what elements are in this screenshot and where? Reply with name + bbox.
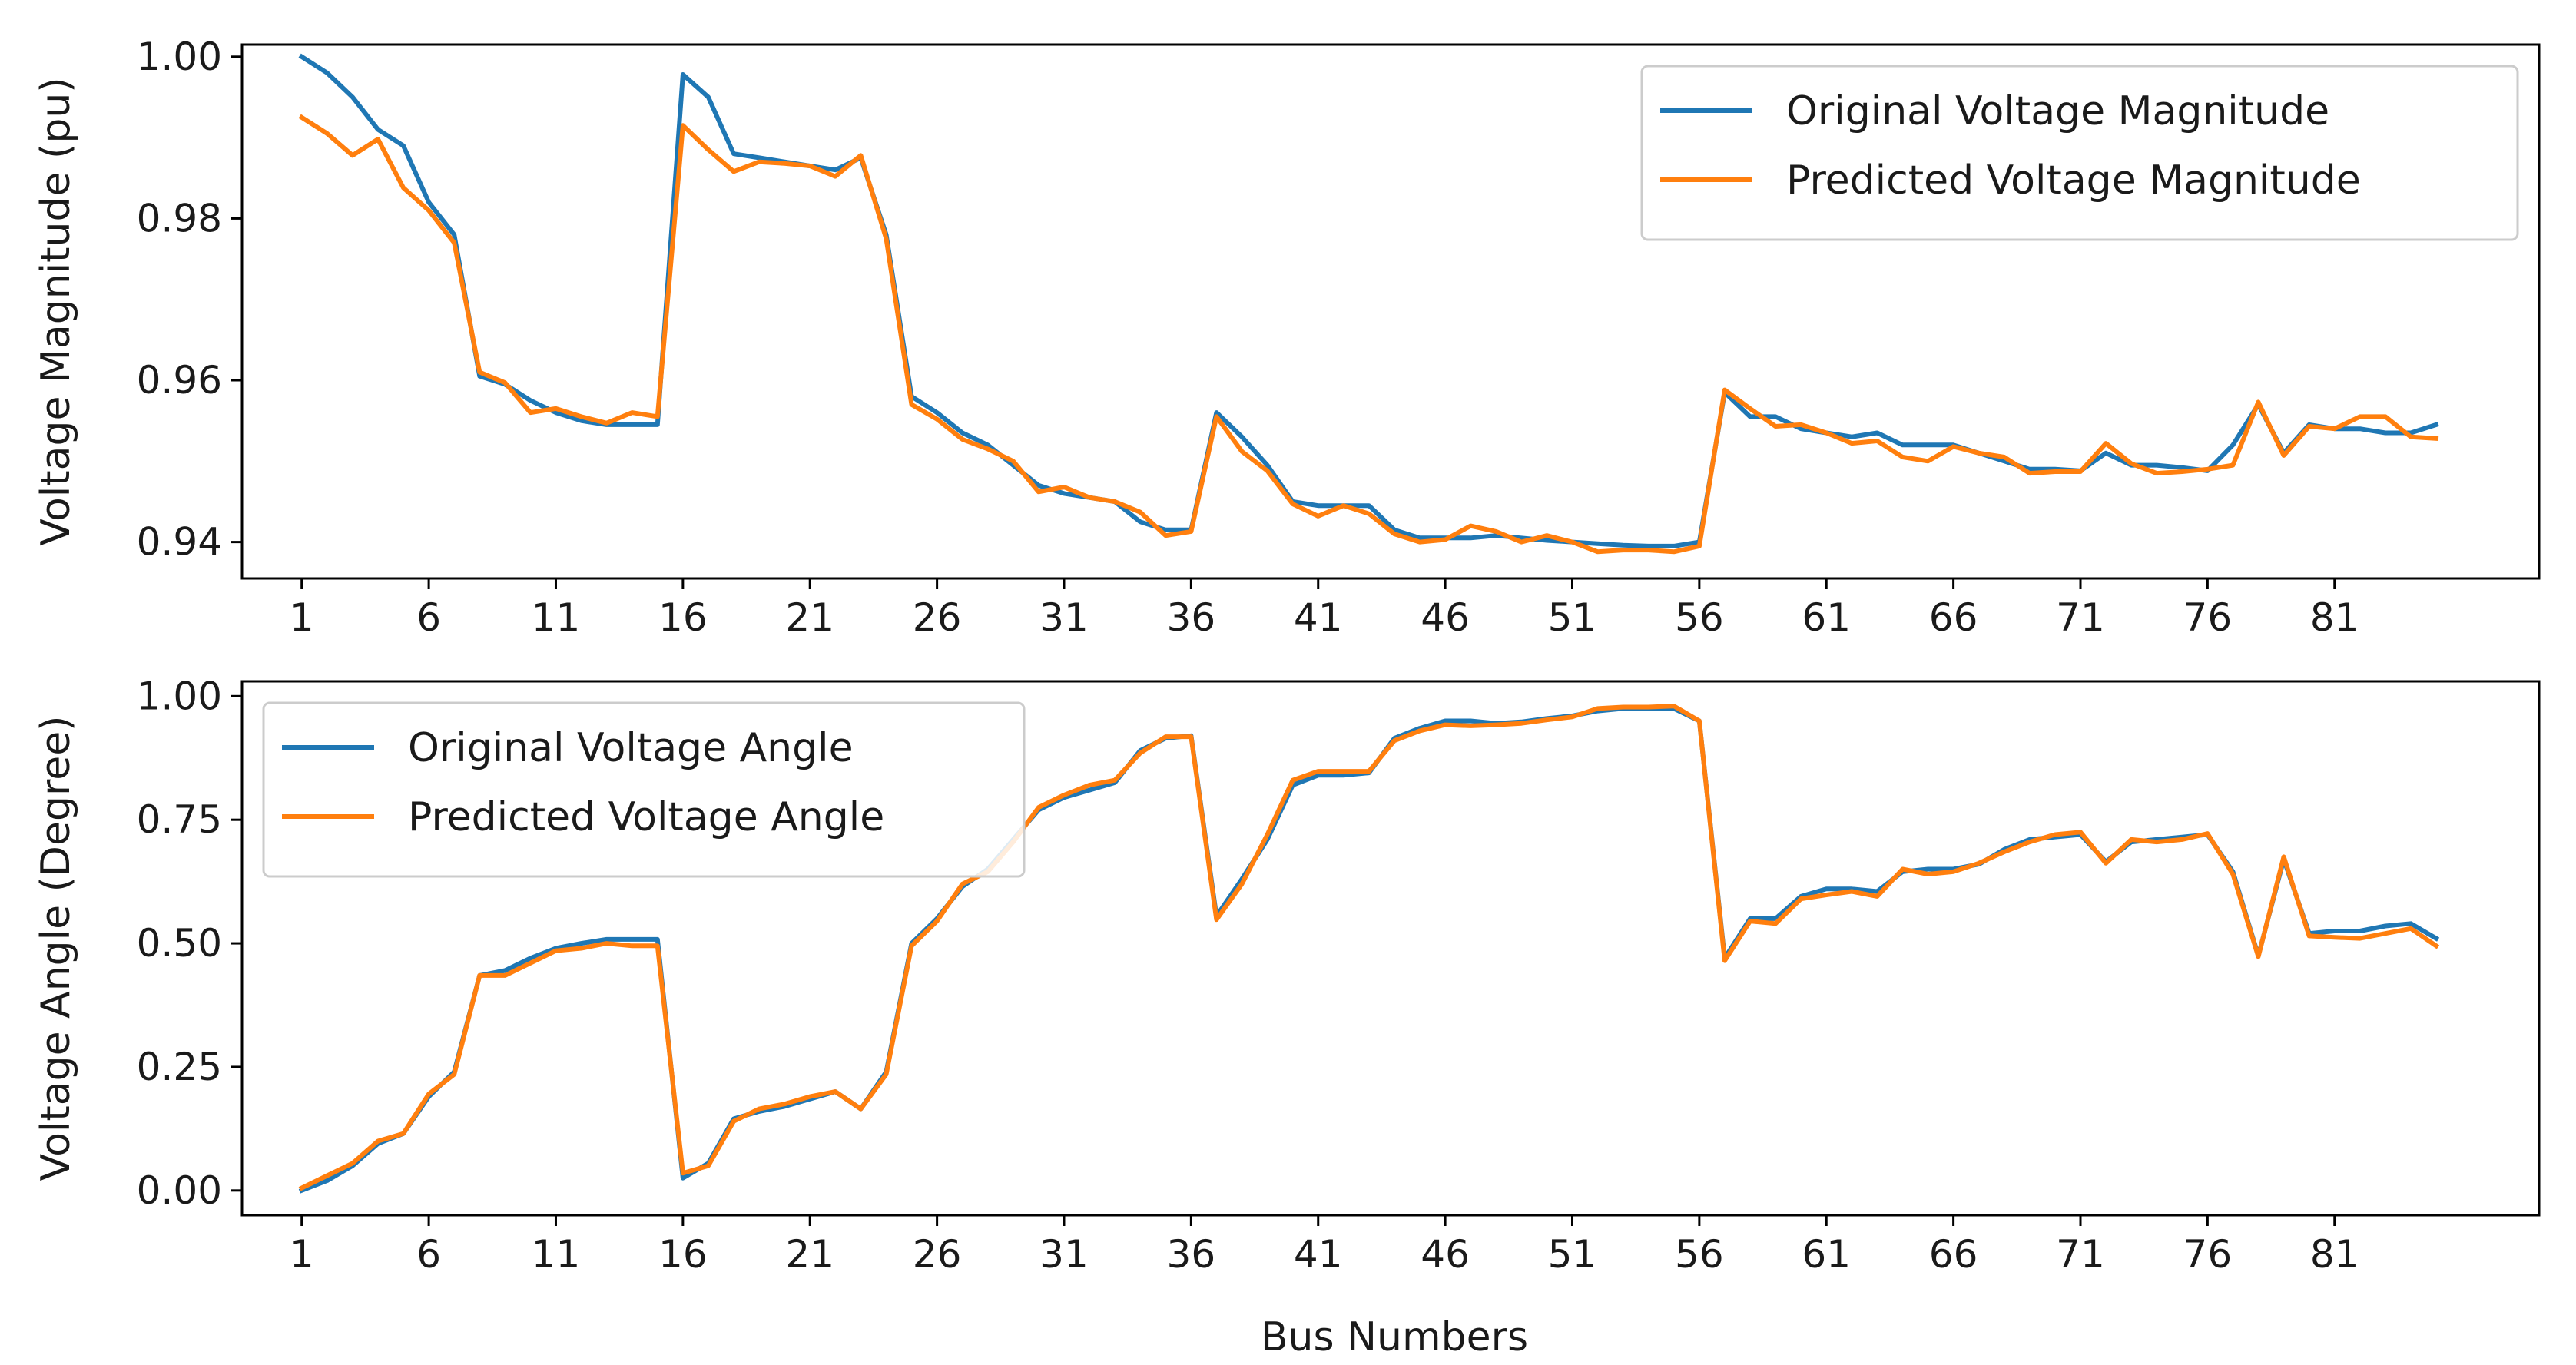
voltage-magnitude-x-tick-label: 71: [2056, 595, 2105, 640]
x-axis-label: Bus Numbers: [1261, 1314, 1528, 1360]
voltage-angle-axes-frame: [240, 680, 2541, 1217]
voltage-magnitude-x-tick-label: 11: [532, 595, 581, 640]
voltage-magnitude-lines: [298, 53, 2439, 555]
voltage-angle-x-tick-label: 36: [1167, 1232, 1216, 1277]
voltage-angle-series-predicted-line: [298, 704, 2440, 1191]
voltage-magnitude-panel: 1 6 11 16 21 26 31 36 41 46 51 56 61 66 71 76 81 0.940.9…: [33, 35, 2541, 640]
voltage-magnitude-series-predicted-line: [298, 114, 2439, 555]
voltage-angle-y-axis-label: Voltage Angle (Degree): [33, 716, 79, 1181]
voltage-magnitude-y-axis-label: Voltage Magnitude (pu): [33, 77, 79, 545]
voltage-magnitude-x-tick-label: 46: [1421, 595, 1470, 640]
voltage-angle-y-tick-label: 0.00: [137, 1168, 222, 1213]
voltage-magnitude-x-tick-label: 56: [1675, 595, 1724, 640]
voltage-angle-x-tick-label: 31: [1039, 1232, 1089, 1277]
voltage-magnitude-x-tick-label: 81: [2310, 595, 2359, 640]
voltage-magnitude-y-axis: 0.94 0.96 0.98 1.00: [137, 35, 242, 565]
voltage-angle-x-tick-label: 61: [1802, 1232, 1851, 1277]
voltage-angle-legend-original-label: Original Voltage Angle: [408, 725, 854, 771]
voltage-angle-y-tick-label: 0.75: [137, 797, 222, 842]
voltage-magnitude-x-tick-label: 6: [416, 595, 441, 640]
voltage-angle-x-tick-label: 41: [1294, 1232, 1343, 1277]
voltage-angle-y-tick-label: 1.00: [137, 674, 222, 718]
voltage-magnitude-x-tick-label: 61: [1802, 595, 1851, 640]
voltage-magnitude-legend-predicted-label: Predicted Voltage Magnitude: [1786, 157, 2361, 204]
voltage-magnitude-x-tick-label: 76: [2183, 595, 2233, 640]
voltage-magnitude-legend-original-label: Original Voltage Magnitude: [1786, 88, 2329, 134]
voltage-angle-x-tick-label: 71: [2056, 1232, 2105, 1277]
voltage-magnitude-legend-box: [1640, 65, 2519, 241]
voltage-angle-lines: [298, 704, 2440, 1194]
voltage-magnitude-x-tick-label: 16: [658, 595, 708, 640]
voltage-angle-x-tick-label: 21: [785, 1232, 834, 1277]
voltage-angle-x-tick-label: 1: [290, 1232, 314, 1277]
voltage-angle-x-tick-label: 46: [1421, 1232, 1470, 1277]
voltage-angle-legend-box: [262, 701, 1026, 878]
voltage-magnitude-axes-frame: [240, 43, 2541, 580]
voltage-angle-x-tick-label: 26: [913, 1232, 962, 1277]
voltage-angle-x-tick-label: 56: [1675, 1232, 1724, 1277]
voltage-angle-x-tick-label: 66: [1929, 1232, 1978, 1277]
voltage-magnitude-y-tick-label: 0.96: [137, 358, 222, 403]
voltage-magnitude-x-tick-label: 1: [290, 595, 314, 640]
voltage-angle-x-tick-label: 81: [2310, 1232, 2359, 1277]
voltage-angle-x-tick-label: 16: [658, 1232, 708, 1277]
voltage-angle-x-axis: 1 6 11 16 21 26 31 36 41 46 51 56 61 66 71 76 81: [290, 1215, 2359, 1277]
voltage-magnitude-x-tick-label: 26: [913, 595, 962, 640]
voltage-angle-panel: 1 6 11 16 21 26 31 36 41 46 51 56 61 66 71 76 81 0.000.2…: [33, 674, 2541, 1277]
voltage-angle-legend-predicted-label: Predicted Voltage Angle: [408, 794, 884, 840]
voltage-magnitude-x-tick-label: 66: [1929, 595, 1978, 640]
voltage-magnitude-x-tick-label: 36: [1167, 595, 1216, 640]
voltage-angle-y-tick-label: 0.25: [137, 1045, 222, 1089]
voltage-magnitude-y-tick-label: 0.94: [137, 520, 222, 565]
voltage-magnitude-x-tick-label: 41: [1294, 595, 1343, 640]
voltage-angle-x-tick-label: 51: [1548, 1232, 1597, 1277]
voltage-angle-x-tick-label: 76: [2183, 1232, 2233, 1277]
voltage-magnitude-y-tick-label: 1.00: [137, 35, 222, 79]
voltage-angle-y-axis: 0.00 0.25 0.50 0.75 1.00: [137, 674, 242, 1213]
voltage-angle-y-tick-label: 0.50: [137, 921, 222, 966]
voltage-magnitude-x-tick-label: 51: [1548, 595, 1597, 640]
voltage-magnitude-x-tick-label: 31: [1039, 595, 1089, 640]
voltage-angle-x-tick-label: 6: [416, 1232, 441, 1277]
voltage-angle-legend: Original Voltage Angle Predicted Voltage …: [262, 701, 1026, 878]
voltage-magnitude-x-tick-label: 21: [785, 595, 834, 640]
voltage-magnitude-x-axis: 1 6 11 16 21 26 31 36 41 46 51 56 61 66 71 76 81: [290, 578, 2359, 640]
voltage-magnitude-legend: Original Voltage Magnitude Predicted Volt…: [1640, 65, 2519, 241]
voltage-magnitude-y-tick-label: 0.98: [137, 196, 222, 240]
voltage-angle-x-tick-label: 11: [532, 1232, 581, 1277]
